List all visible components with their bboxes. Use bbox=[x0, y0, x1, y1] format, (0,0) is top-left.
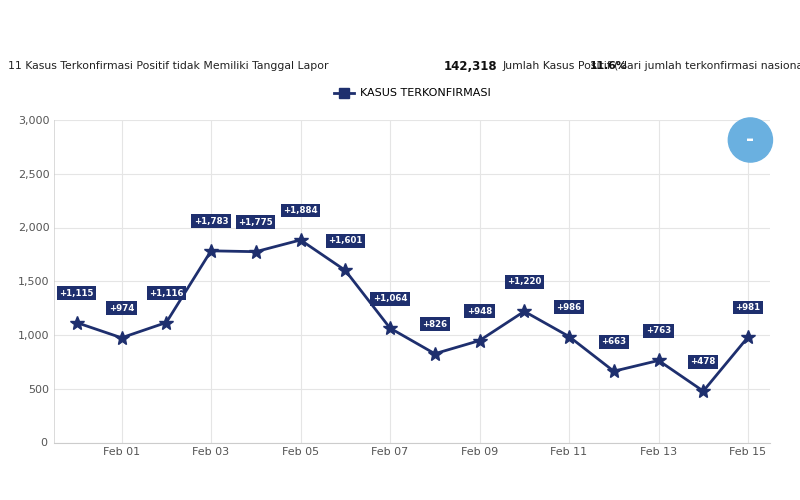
Text: Perkembangan Kasus Terkonfirmasi Positif Covid-19 Per-Hari: Perkembangan Kasus Terkonfirmasi Positif… bbox=[29, 16, 470, 32]
Text: +974: +974 bbox=[109, 304, 134, 313]
Text: 11 Kasus Terkonfirmasi Positif tidak Memiliki Tanggal Lapor: 11 Kasus Terkonfirmasi Positif tidak Mem… bbox=[8, 61, 329, 71]
Text: +1,884: +1,884 bbox=[283, 206, 318, 215]
Text: +478: +478 bbox=[690, 357, 716, 366]
Text: Jumlah Kasus Positif (: Jumlah Kasus Positif ( bbox=[502, 61, 618, 71]
Text: +1,783: +1,783 bbox=[194, 217, 228, 226]
Text: +1,064: +1,064 bbox=[373, 294, 407, 303]
Text: -: - bbox=[746, 130, 754, 148]
Text: 0: 0 bbox=[40, 438, 47, 448]
Text: +948: +948 bbox=[467, 306, 492, 316]
Text: +1,601: +1,601 bbox=[328, 236, 362, 246]
Text: +981: +981 bbox=[735, 303, 761, 312]
Text: +763: +763 bbox=[646, 326, 671, 336]
Text: +1,116: +1,116 bbox=[149, 288, 183, 298]
Legend: KASUS TERKONFIRMASI: KASUS TERKONFIRMASI bbox=[334, 88, 490, 99]
Text: +986: +986 bbox=[557, 302, 582, 312]
Text: +826: +826 bbox=[422, 320, 447, 328]
Text: 11.6%: 11.6% bbox=[590, 61, 627, 71]
Text: +1,775: +1,775 bbox=[238, 218, 273, 226]
Circle shape bbox=[728, 118, 773, 162]
Text: +1,115: +1,115 bbox=[59, 288, 94, 298]
Text: dari jumlah terkonfirmasi nasional): dari jumlah terkonfirmasi nasional) bbox=[620, 61, 800, 71]
Text: +1,220: +1,220 bbox=[507, 278, 542, 286]
Text: 142,318: 142,318 bbox=[444, 60, 498, 72]
Text: +663: +663 bbox=[602, 337, 626, 346]
Text: JAWA TENGAH: JAWA TENGAH bbox=[662, 16, 790, 32]
